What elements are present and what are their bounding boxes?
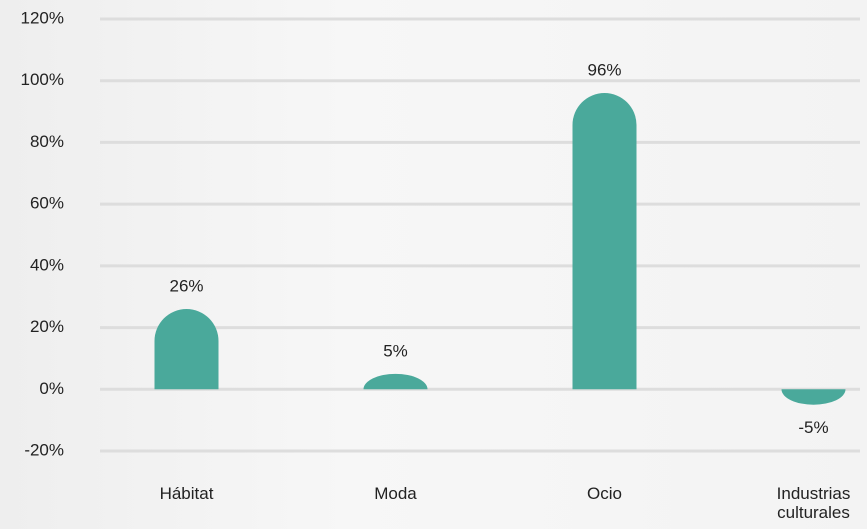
y-tick-label: -20%	[24, 440, 64, 459]
value-label: -5%	[798, 418, 828, 437]
y-tick-label: 20%	[30, 317, 64, 336]
bar	[363, 373, 428, 390]
value-label: 96%	[587, 61, 621, 80]
y-tick-label: 120%	[21, 8, 64, 27]
y-tick-label: 60%	[30, 194, 64, 213]
x-tick-label: Moda	[374, 484, 417, 503]
y-tick-label: 100%	[21, 70, 64, 89]
y-tick-label: 0%	[39, 379, 64, 398]
bar	[572, 93, 637, 390]
x-tick-label: Ocio	[587, 484, 622, 503]
value-label: 5%	[383, 341, 408, 360]
y-tick-label: 40%	[30, 255, 64, 274]
value-label: 26%	[169, 277, 203, 296]
x-tick-label: Hábitat	[159, 484, 214, 503]
x-tick-label: Industrias culturales	[776, 484, 851, 522]
bar	[154, 309, 219, 390]
y-tick-label: 80%	[30, 132, 64, 151]
bar	[781, 389, 846, 405]
